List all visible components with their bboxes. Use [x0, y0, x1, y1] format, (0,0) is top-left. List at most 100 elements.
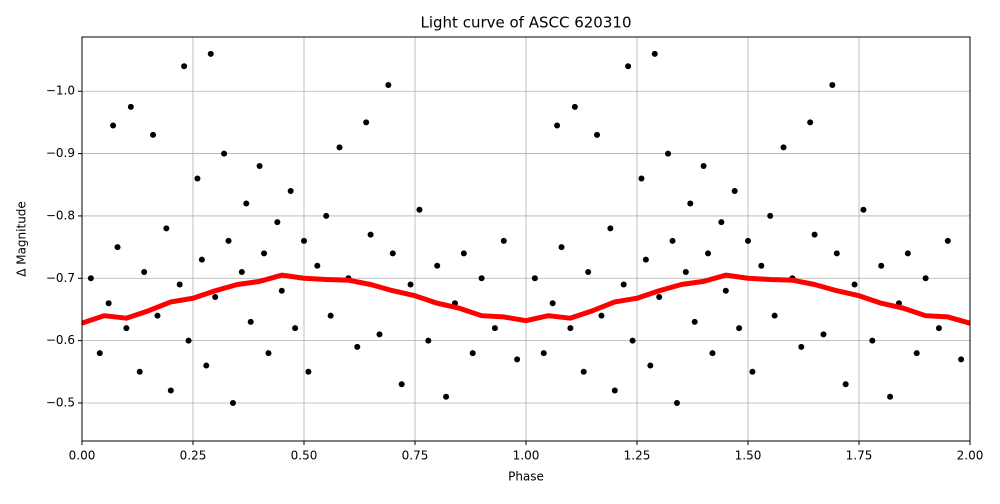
data-point	[443, 393, 450, 400]
data-point	[625, 63, 632, 70]
data-point	[323, 212, 330, 219]
data-point	[491, 325, 498, 332]
data-point	[629, 337, 636, 344]
data-point	[363, 119, 370, 126]
data-point	[167, 387, 174, 394]
data-point	[314, 262, 321, 269]
data-point	[256, 163, 263, 170]
data-point	[611, 387, 618, 394]
data-point	[642, 256, 649, 263]
data-point	[758, 262, 765, 269]
data-point	[944, 237, 951, 244]
data-point	[807, 119, 814, 126]
y-tick-label: −0.7	[46, 271, 75, 285]
data-point	[833, 250, 840, 257]
data-point	[842, 381, 849, 388]
x-tick-label: 1.50	[735, 449, 762, 463]
data-point	[585, 269, 592, 276]
data-point	[620, 281, 627, 288]
data-point	[110, 122, 117, 129]
data-point	[682, 269, 689, 276]
data-point	[105, 300, 112, 307]
chart-title: Light curve of ASCC 620310	[421, 14, 632, 32]
data-point	[123, 325, 130, 332]
data-point	[247, 318, 254, 325]
data-point	[278, 287, 285, 294]
data-point	[780, 144, 787, 151]
data-point	[198, 256, 205, 263]
data-point	[860, 206, 867, 213]
data-point	[114, 244, 121, 251]
data-point	[460, 250, 467, 257]
y-tick-label: −1.0	[46, 84, 75, 98]
data-point	[500, 237, 507, 244]
data-point	[212, 293, 219, 300]
data-point	[709, 350, 716, 357]
x-tick-label: 0.00	[69, 449, 96, 463]
data-point	[700, 163, 707, 170]
data-point	[425, 337, 432, 344]
data-point	[96, 350, 103, 357]
data-point	[292, 325, 299, 332]
data-point	[287, 187, 294, 194]
x-tick-label: 2.00	[957, 449, 984, 463]
y-tick-label: −0.9	[46, 146, 75, 160]
data-point	[869, 337, 876, 344]
data-point	[718, 219, 725, 226]
data-point	[225, 237, 232, 244]
data-point	[407, 281, 414, 288]
data-point	[687, 200, 694, 207]
data-point	[176, 281, 183, 288]
data-point	[398, 381, 405, 388]
data-point	[416, 206, 423, 213]
data-point	[478, 275, 485, 282]
data-point	[367, 231, 374, 238]
data-point	[531, 275, 538, 282]
data-point	[656, 293, 663, 300]
data-point	[229, 399, 236, 406]
data-point	[127, 103, 134, 110]
data-point	[469, 350, 476, 357]
data-point	[150, 131, 157, 138]
data-point	[549, 300, 556, 307]
data-point	[87, 275, 94, 282]
data-point	[185, 337, 192, 344]
data-point	[207, 50, 214, 57]
data-point	[767, 212, 774, 219]
data-point	[651, 50, 658, 57]
data-point	[736, 325, 743, 332]
data-point	[580, 368, 587, 375]
data-point	[558, 244, 565, 251]
data-point	[745, 237, 751, 244]
data-point	[154, 312, 161, 319]
data-point	[336, 144, 343, 151]
data-point	[798, 343, 805, 350]
data-point	[181, 63, 188, 70]
data-point	[665, 150, 672, 157]
data-point	[389, 250, 396, 257]
data-point	[571, 103, 578, 110]
y-tick-label: −0.5	[46, 395, 75, 409]
data-point	[243, 200, 250, 207]
data-point	[274, 219, 281, 226]
data-point	[749, 368, 756, 375]
data-point	[647, 362, 654, 369]
y-tick-label: −0.8	[46, 208, 75, 222]
data-point	[163, 225, 170, 232]
data-point	[722, 287, 729, 294]
data-point	[354, 343, 361, 350]
data-point	[385, 82, 392, 89]
data-point	[261, 250, 268, 257]
data-point	[514, 356, 521, 363]
data-point	[922, 275, 929, 282]
data-point	[913, 350, 920, 357]
data-point	[705, 250, 712, 257]
data-point	[567, 325, 574, 332]
data-point	[820, 331, 827, 338]
data-point	[673, 399, 680, 406]
x-tick-label: 1.25	[624, 449, 651, 463]
data-point	[203, 362, 210, 369]
x-tick-label: 0.25	[180, 449, 207, 463]
data-point	[194, 175, 201, 182]
